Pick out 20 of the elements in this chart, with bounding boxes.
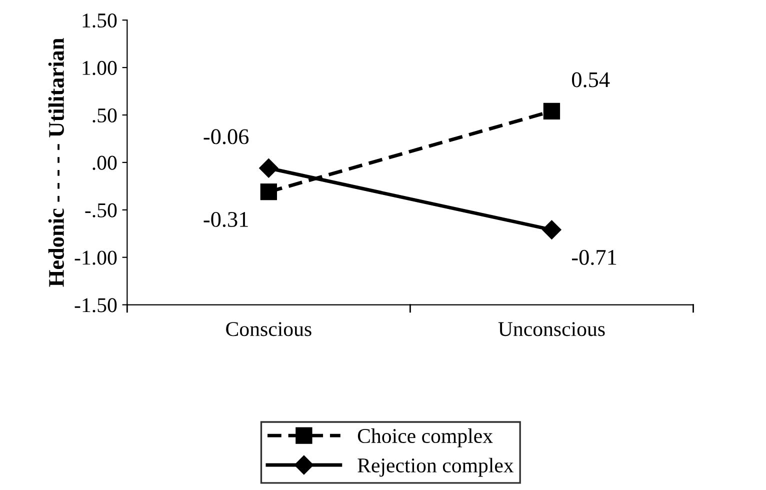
y-tick-label: .50 [92,108,117,123]
data-label: -0.31 [204,212,248,228]
legend-label: Rejection complex [358,458,514,477]
point [542,220,562,240]
data-label: -0.06 [204,129,249,144]
data-label: -0.71 [572,250,616,265]
point [543,102,560,120]
x-tick-label: Conscious [226,322,312,336]
y-tick-label: .00 [92,156,117,170]
point [260,184,278,200]
y-axis-title: Hedonic - - - - - Utilitarian [48,38,64,287]
x-tick-label: Unconscious [498,322,605,336]
y-tick-label: -.50 [85,203,117,218]
y-tick-label: -1.50 [74,298,117,312]
y-tick-label: 1.50 [82,13,117,28]
y-tick-label: -1.00 [74,250,117,265]
data-label: 0.54 [572,72,610,88]
point [259,158,278,178]
y-tick-label: 1.00 [82,60,117,76]
legend-label: Choice complex [358,428,493,448]
